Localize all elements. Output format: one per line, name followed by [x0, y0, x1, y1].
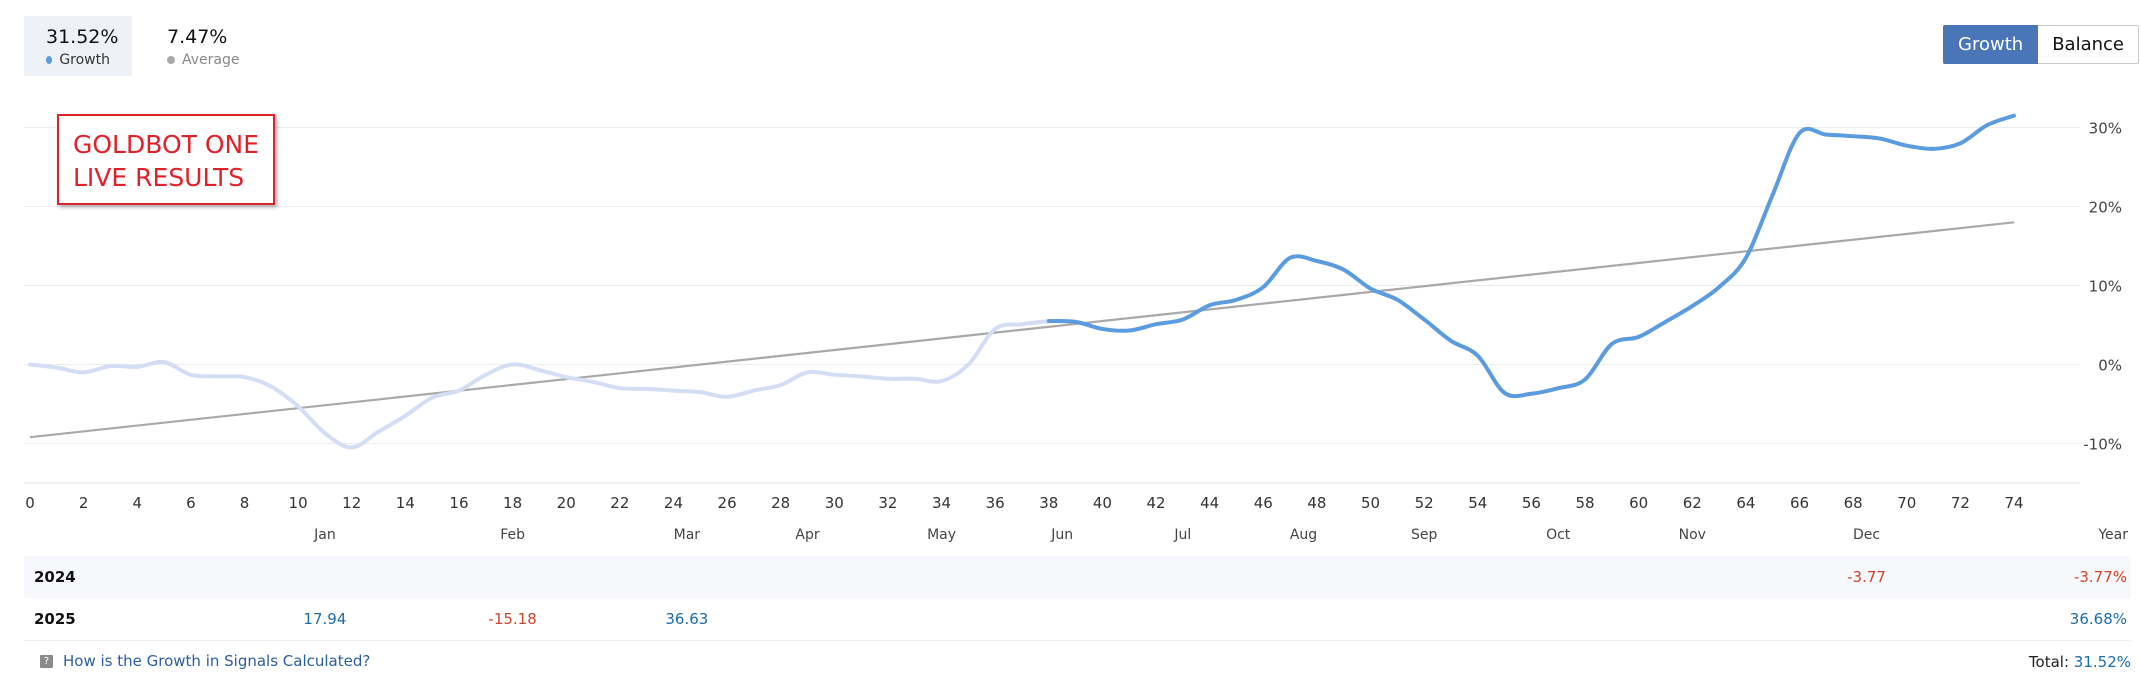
x-tick-label: 42	[1147, 494, 1166, 512]
x-tick-label: 18	[503, 494, 522, 512]
month-label: Aug	[1290, 527, 1317, 543]
cell-value: -3.77	[1847, 568, 1886, 586]
x-tick-label: 66	[1790, 494, 1809, 512]
x-tick-label: 16	[449, 494, 468, 512]
x-tick-label: 64	[1736, 494, 1755, 512]
annotation-line-1: GOLDBOT ONE	[73, 130, 260, 159]
x-tick-label: 72	[1951, 494, 1970, 512]
x-tick-label: 14	[396, 494, 415, 512]
average-value: 7.47%	[167, 26, 228, 48]
cell-value: 36.63	[665, 610, 709, 628]
table-row: 2024 -3.77 -3.77%	[24, 556, 2131, 598]
x-tick-label: 8	[240, 494, 250, 512]
month-label: Sep	[1411, 527, 1438, 543]
x-tick-label: 68	[1844, 494, 1863, 512]
x-tick-label: 40	[1093, 494, 1112, 512]
growth-label: Growth	[59, 52, 110, 68]
x-tick-label: 6	[186, 494, 196, 512]
x-tick-label: 32	[878, 494, 897, 512]
month-label: May	[927, 527, 956, 543]
total-label: Total:	[2028, 653, 2070, 671]
y-tick-label: -10%	[2083, 436, 2122, 454]
x-tick-label: 12	[342, 494, 361, 512]
month-label: Dec	[1853, 527, 1880, 543]
x-tick-label: 50	[1361, 494, 1380, 512]
cell-value: -15.18	[488, 610, 537, 628]
x-tick-label: 24	[664, 494, 683, 512]
month-label: Apr	[795, 527, 819, 543]
table-row: 2025 17.94 -15.18 36.63 36.68%	[24, 598, 2131, 640]
y-tick-label: 10%	[2089, 278, 2122, 296]
x-tick-label: 0	[25, 494, 35, 512]
question-icon: ?	[40, 654, 53, 668]
x-tick-label: 28	[771, 494, 790, 512]
x-tick-label: 20	[557, 494, 576, 512]
chart-mode-toggle: Growth Balance	[1943, 25, 2139, 64]
x-tick-label: 34	[932, 494, 951, 512]
growth-value: 31.52%	[46, 26, 119, 48]
y-tick-label: 30%	[2089, 120, 2122, 138]
x-tick-label: 4	[132, 494, 142, 512]
x-tick-label: 38	[1039, 494, 1058, 512]
month-label: Jul	[1173, 527, 1191, 543]
average-series-line	[29, 221, 2015, 439]
row-total: -3.77%	[2073, 568, 2127, 586]
average-stat[interactable]: 7.47% Average	[145, 16, 265, 76]
month-label: Nov	[1679, 527, 1706, 543]
growth-toggle-button[interactable]: Growth	[1943, 25, 2039, 64]
year-label: Year	[2097, 527, 2128, 543]
x-tick-label: 46	[1254, 494, 1273, 512]
month-label: Jan	[313, 527, 336, 543]
growth-series-line-faded	[28, 319, 1051, 450]
y-tick-label: 0%	[2098, 357, 2122, 375]
grand-total: Total: 31.52%	[2029, 653, 2131, 671]
total-value: 31.52%	[2073, 653, 2131, 671]
x-tick-label: 22	[610, 494, 629, 512]
help-link-text[interactable]: How is the Growth in Signals Calculated?	[63, 652, 371, 670]
x-tick-label: 74	[2004, 494, 2023, 512]
x-tick-label: 58	[1575, 494, 1594, 512]
x-tick-label: 62	[1683, 494, 1702, 512]
average-dot-icon	[167, 56, 175, 64]
x-tick-label: 54	[1468, 494, 1487, 512]
x-tick-label: 10	[289, 494, 308, 512]
row-year: 2024	[34, 568, 76, 586]
row-year: 2025	[34, 610, 76, 628]
x-tick-label: 56	[1522, 494, 1541, 512]
balance-toggle-button[interactable]: Balance	[2038, 25, 2139, 64]
growth-stat[interactable]: 31.52% Growth	[24, 16, 132, 76]
month-label: Jun	[1050, 527, 1073, 543]
annotation-line-2: LIVE RESULTS	[73, 163, 245, 192]
month-label: Feb	[500, 527, 525, 543]
x-tick-label: 70	[1897, 494, 1916, 512]
x-tick-label: 2	[79, 494, 89, 512]
x-tick-label: 48	[1307, 494, 1326, 512]
x-tick-label: 44	[1200, 494, 1219, 512]
growth-chart: -10%0%10%20%30%0 2 4 6 8 10 12 14 16 18 20 22 24 26 28…	[24, 113, 2128, 543]
month-label: Mar	[674, 527, 701, 543]
growth-dot-icon	[46, 56, 53, 64]
help-link[interactable]: ? How is the Growth in Signals Calculate…	[40, 652, 370, 670]
y-tick-label: 20%	[2089, 199, 2122, 217]
month-label: Oct	[1546, 527, 1571, 543]
row-total: 36.68%	[2069, 610, 2127, 628]
x-tick-label: 26	[718, 494, 737, 512]
average-label: Average	[182, 52, 240, 68]
growth-series-line	[1046, 113, 2016, 399]
cell-value: 17.94	[303, 610, 347, 628]
x-tick-label: 30	[825, 494, 844, 512]
x-tick-label: 36	[986, 494, 1005, 512]
divider	[24, 640, 2131, 641]
annotation-box: GOLDBOT ONE LIVE RESULTS	[57, 114, 275, 205]
x-tick-label: 52	[1415, 494, 1434, 512]
x-tick-label: 60	[1629, 494, 1648, 512]
